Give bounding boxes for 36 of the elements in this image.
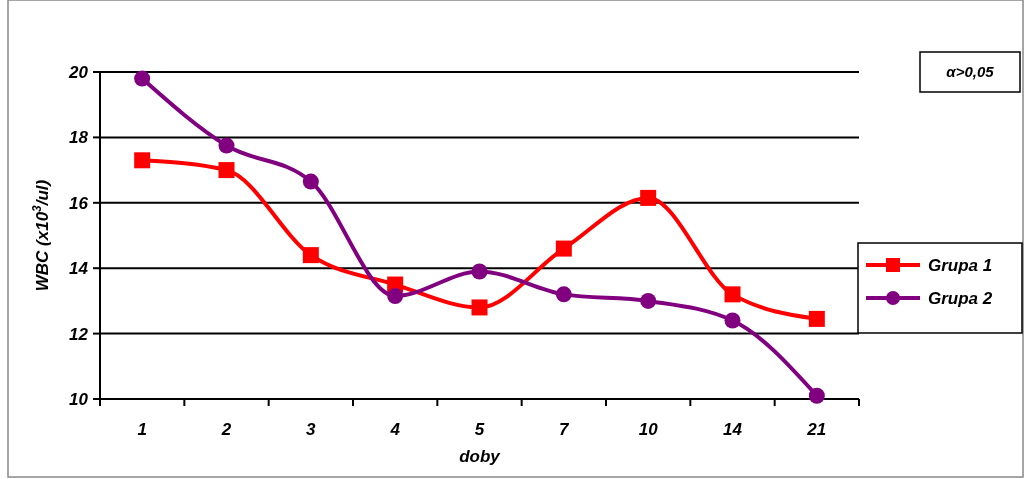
point xyxy=(218,137,235,154)
point xyxy=(724,286,741,303)
point xyxy=(134,152,151,169)
y-tick-label: 12 xyxy=(69,324,89,344)
point xyxy=(640,189,657,206)
x-tick-label: 5 xyxy=(474,420,485,439)
x-axis-title: doby xyxy=(459,447,502,466)
y-tick-label: 16 xyxy=(69,193,89,213)
text: α>0,05 xyxy=(946,63,995,81)
point xyxy=(387,288,404,304)
y-tick-label: 14 xyxy=(69,259,89,279)
point xyxy=(471,299,488,316)
x-tick-label: 2 xyxy=(220,420,232,439)
x-tick-label: 21 xyxy=(806,420,827,439)
point xyxy=(302,173,319,190)
legend-label: Grupa 1 xyxy=(928,255,993,275)
x-tick-label: 7 xyxy=(559,420,571,439)
point xyxy=(555,286,572,303)
legend-label: Grupa 2 xyxy=(928,288,993,308)
y-tick-label: 18 xyxy=(69,128,89,148)
x-tick-label: 1 xyxy=(137,420,147,439)
point xyxy=(302,247,319,264)
point xyxy=(471,263,488,280)
point xyxy=(640,292,657,309)
y-tick-label: 20 xyxy=(68,62,89,82)
y-tick-label: 10 xyxy=(69,389,89,409)
x-tick-label: 10 xyxy=(638,420,659,439)
point xyxy=(555,240,572,257)
x-tick-label: 3 xyxy=(306,420,317,439)
point xyxy=(134,70,151,87)
x-tick-label: 14 xyxy=(723,420,743,439)
point xyxy=(724,312,741,329)
x-tick-label: 4 xyxy=(389,420,401,439)
point xyxy=(218,162,235,179)
point xyxy=(808,310,825,327)
point xyxy=(808,387,825,404)
